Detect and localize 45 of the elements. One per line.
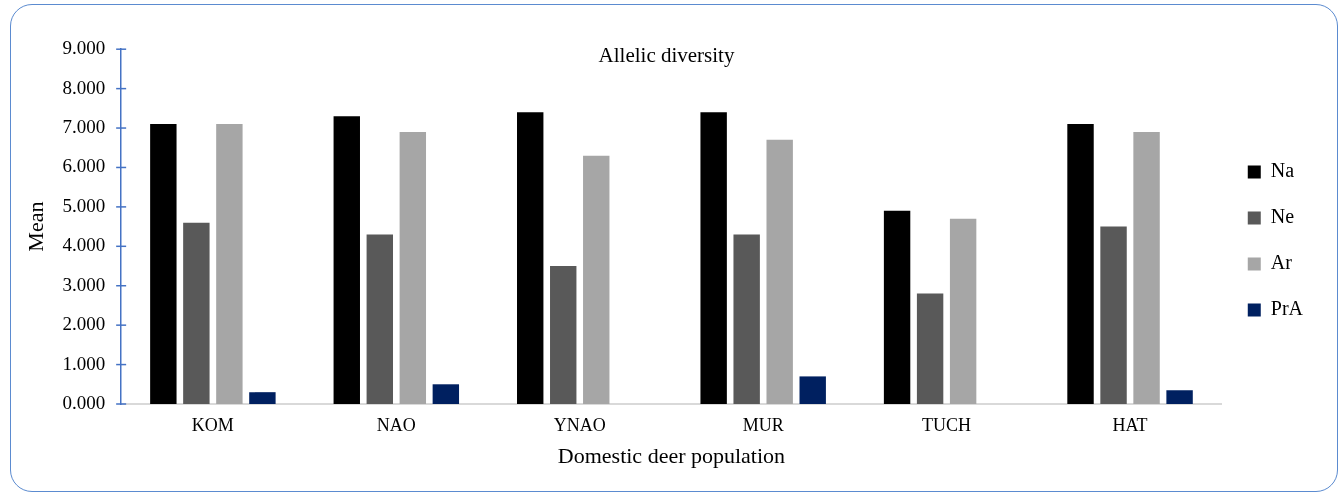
bar [1067,124,1094,404]
legend-label: Ar [1270,251,1293,274]
bar [150,124,177,404]
bar [799,376,826,404]
bar [216,124,243,404]
bar [883,210,911,404]
legend-label: Na [1270,159,1295,182]
y-tick-label: 4.000 [62,234,106,256]
bar [432,384,460,404]
bar [333,116,360,404]
x-tick-label: KOM [191,414,234,435]
bar [1166,390,1193,404]
y-axis-title: Mean [22,201,48,252]
bar [366,234,393,404]
y-tick-label: 7.000 [62,116,106,138]
legend-label: PrA [1270,297,1304,320]
bar [733,234,760,404]
x-tick-label: HAT [1112,414,1148,435]
y-tick-label: 3.000 [62,273,106,295]
bar [583,155,610,404]
bar [1133,131,1160,404]
bar [766,139,793,404]
bar [183,222,210,404]
y-tick-label: 9.000 [62,37,106,59]
x-tick-label: YNAO [553,414,606,435]
bar [399,131,427,404]
y-tick-label: 5.000 [62,194,106,216]
bar [249,392,276,404]
bar [700,112,727,404]
x-tick-label: TUCH [922,414,972,435]
x-tick-label: NAO [376,414,416,435]
chart-title: Allelic diversity [598,43,735,68]
y-tick-label: 6.000 [62,155,106,177]
bar [550,266,577,404]
y-tick-label: 8.000 [62,76,106,98]
bar [916,293,944,404]
y-tick-label: 0.000 [62,391,106,413]
x-axis-title: Domestic deer population [557,442,786,468]
bar [1100,226,1127,404]
x-tick-label: MUR [742,414,784,435]
bar [517,112,544,404]
y-tick-label: 1.000 [62,352,106,374]
y-tick-label: 2.000 [62,313,106,335]
legend-label: Ne [1270,205,1295,228]
bar [949,218,977,404]
